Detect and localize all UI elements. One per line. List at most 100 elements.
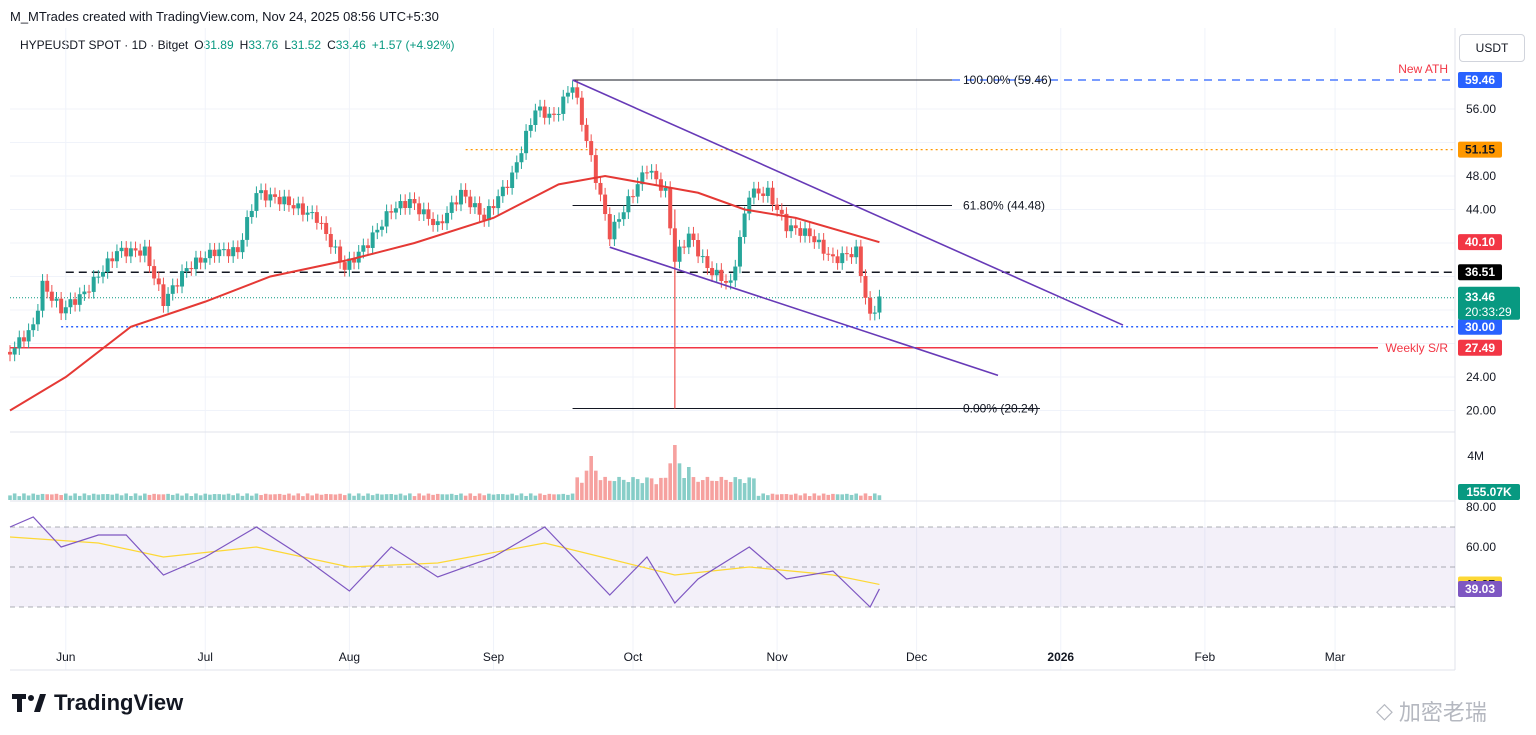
volume-bar (180, 495, 184, 500)
candle-body (338, 246, 343, 263)
price-badges: 59.46 51.15 40.10 36.51 30.00 27.49 33.4620:33… (1458, 72, 1520, 597)
volume-bar (831, 493, 835, 500)
candle-body (263, 190, 268, 201)
volume-bar (798, 495, 803, 500)
channel-lower-line (609, 246, 999, 377)
tradingview-brand: TradingView (12, 690, 183, 716)
currency-button[interactable]: USDT (1459, 34, 1525, 62)
candle-body (175, 285, 180, 287)
volume-bar (872, 493, 877, 500)
volume-bar (175, 493, 180, 500)
volume-bar (626, 482, 631, 500)
volume-bar (263, 493, 268, 500)
volume-bar (435, 493, 440, 500)
candle-body (398, 201, 403, 209)
candle-body (110, 258, 115, 262)
candle-body (477, 203, 482, 215)
candle-body (217, 249, 222, 257)
candle-body (835, 256, 840, 264)
candle-body (812, 236, 817, 243)
candle-body (821, 239, 826, 254)
candle-body (170, 285, 175, 294)
candles (8, 80, 882, 409)
candle-body (872, 312, 877, 314)
volume-bar (143, 493, 147, 500)
candle-body (180, 271, 185, 287)
volume-bar (542, 494, 547, 500)
fib-label: 61.80% (44.48) (963, 198, 1045, 212)
candle-body (254, 193, 259, 211)
volume-bar (640, 483, 645, 500)
candle-body (761, 193, 766, 196)
volume-bar (454, 494, 459, 500)
volume-bar (803, 493, 807, 500)
candle-body (579, 97, 584, 125)
volume-bar (166, 493, 170, 500)
candle-body (245, 217, 250, 240)
candle-body (626, 196, 631, 213)
volume-bar (519, 493, 524, 500)
volume-bar (124, 493, 129, 500)
candle-body (156, 278, 161, 285)
candle-body (719, 269, 724, 281)
volume-bar (63, 493, 68, 500)
volume-bar (691, 477, 696, 500)
volume-bar (580, 482, 584, 500)
volume-bar (384, 494, 389, 500)
volume-bar (854, 493, 858, 500)
candle-body (789, 225, 794, 232)
volume-bar (835, 494, 840, 500)
candle-body (700, 256, 705, 258)
candle-body (166, 293, 171, 306)
candle-body (677, 246, 682, 262)
volume-bar (761, 493, 765, 500)
volume-bar (194, 493, 198, 500)
volume-bar (840, 494, 845, 500)
x-tick-label: Dec (906, 650, 927, 664)
price-badge-bg (1458, 234, 1502, 251)
volume-bar (236, 493, 240, 500)
ohlc-close: C33.46 (327, 38, 366, 52)
candle-body (816, 239, 821, 243)
volume-bar (524, 495, 528, 500)
ema-100-line (9, 174, 880, 412)
candle-body (133, 248, 138, 251)
volume-bar (305, 493, 310, 500)
candle-body (268, 194, 273, 201)
candle-body (593, 155, 598, 183)
candle-body (445, 212, 450, 224)
candle-body (314, 212, 319, 223)
volume-bar (756, 495, 761, 500)
candle-body (417, 203, 422, 215)
volume-bar (659, 477, 663, 500)
candle-body (840, 253, 845, 264)
candle-body (631, 196, 636, 198)
candle-body (286, 196, 291, 206)
volume-bar (59, 495, 63, 500)
candle-body (728, 280, 733, 283)
volume-bar (138, 495, 142, 500)
candle-body (212, 249, 217, 257)
y-tick-label: 48.00 (1466, 169, 1496, 183)
volume-bar (487, 493, 491, 500)
candle-body (598, 182, 603, 195)
volume-bar (700, 480, 705, 500)
volume-bar (40, 493, 45, 500)
candle-body (249, 210, 254, 218)
candle-body (844, 253, 849, 255)
x-tick-label: Jul (198, 650, 213, 664)
volume-bar (338, 493, 342, 500)
volume-bar (459, 493, 463, 500)
volume-bar (663, 477, 668, 500)
volume-bar (319, 494, 324, 500)
volume-bar (807, 496, 812, 500)
candle-body (640, 172, 645, 185)
x-tick-label: Mar (1325, 650, 1346, 664)
chart-canvas[interactable]: 100.00% (59.46) 61.80% (44.48) 0.00% (20.2… (0, 0, 1536, 690)
volume-bar (417, 493, 421, 500)
volume-bar (533, 495, 538, 500)
candle-body (435, 221, 440, 226)
volume-bar (784, 494, 789, 500)
volume-bar (50, 494, 54, 500)
volume-bar (133, 493, 138, 500)
